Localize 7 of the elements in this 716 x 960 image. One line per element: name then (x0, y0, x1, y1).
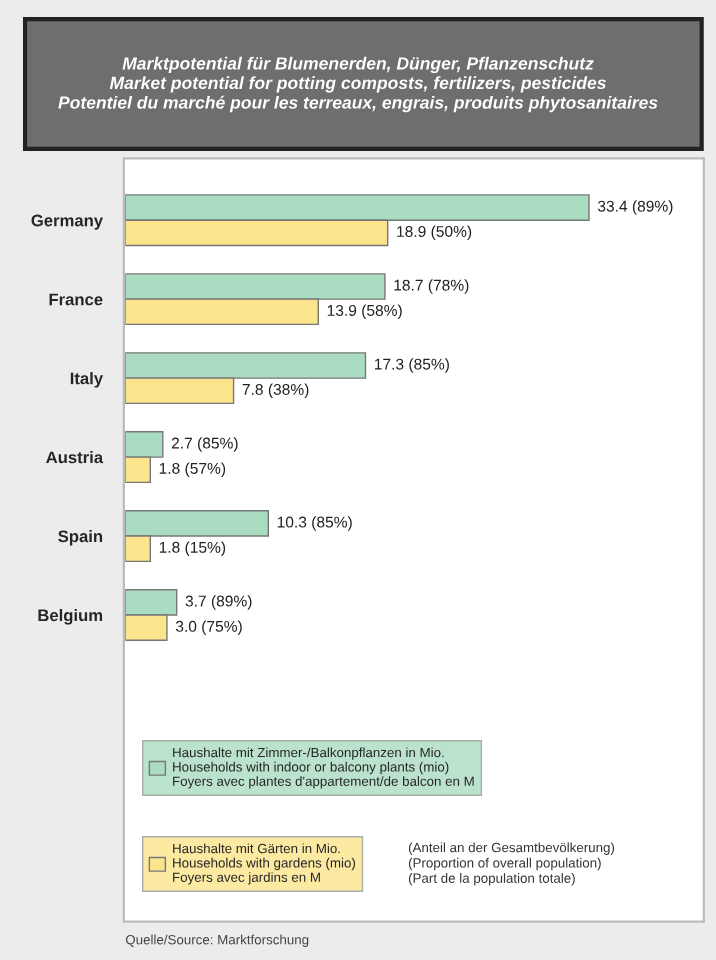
y-tick-label: Belgium (38, 608, 103, 625)
y-tick-label: Germany (31, 214, 103, 230)
y-tick-label: Spain (58, 530, 103, 546)
y-tick-label: Austria (46, 451, 104, 464)
chart-title: Marktpotential für Blumenerden, Dünger, Pflanzenschutz Market potential for potting composts, fertilizers, pesticides Potentiel du marché pour les terreaux, engrais, produits phytosanitaires (58, 56, 658, 113)
y-tick-label: France (49, 293, 103, 306)
y-tick-label: Italy (70, 372, 103, 388)
